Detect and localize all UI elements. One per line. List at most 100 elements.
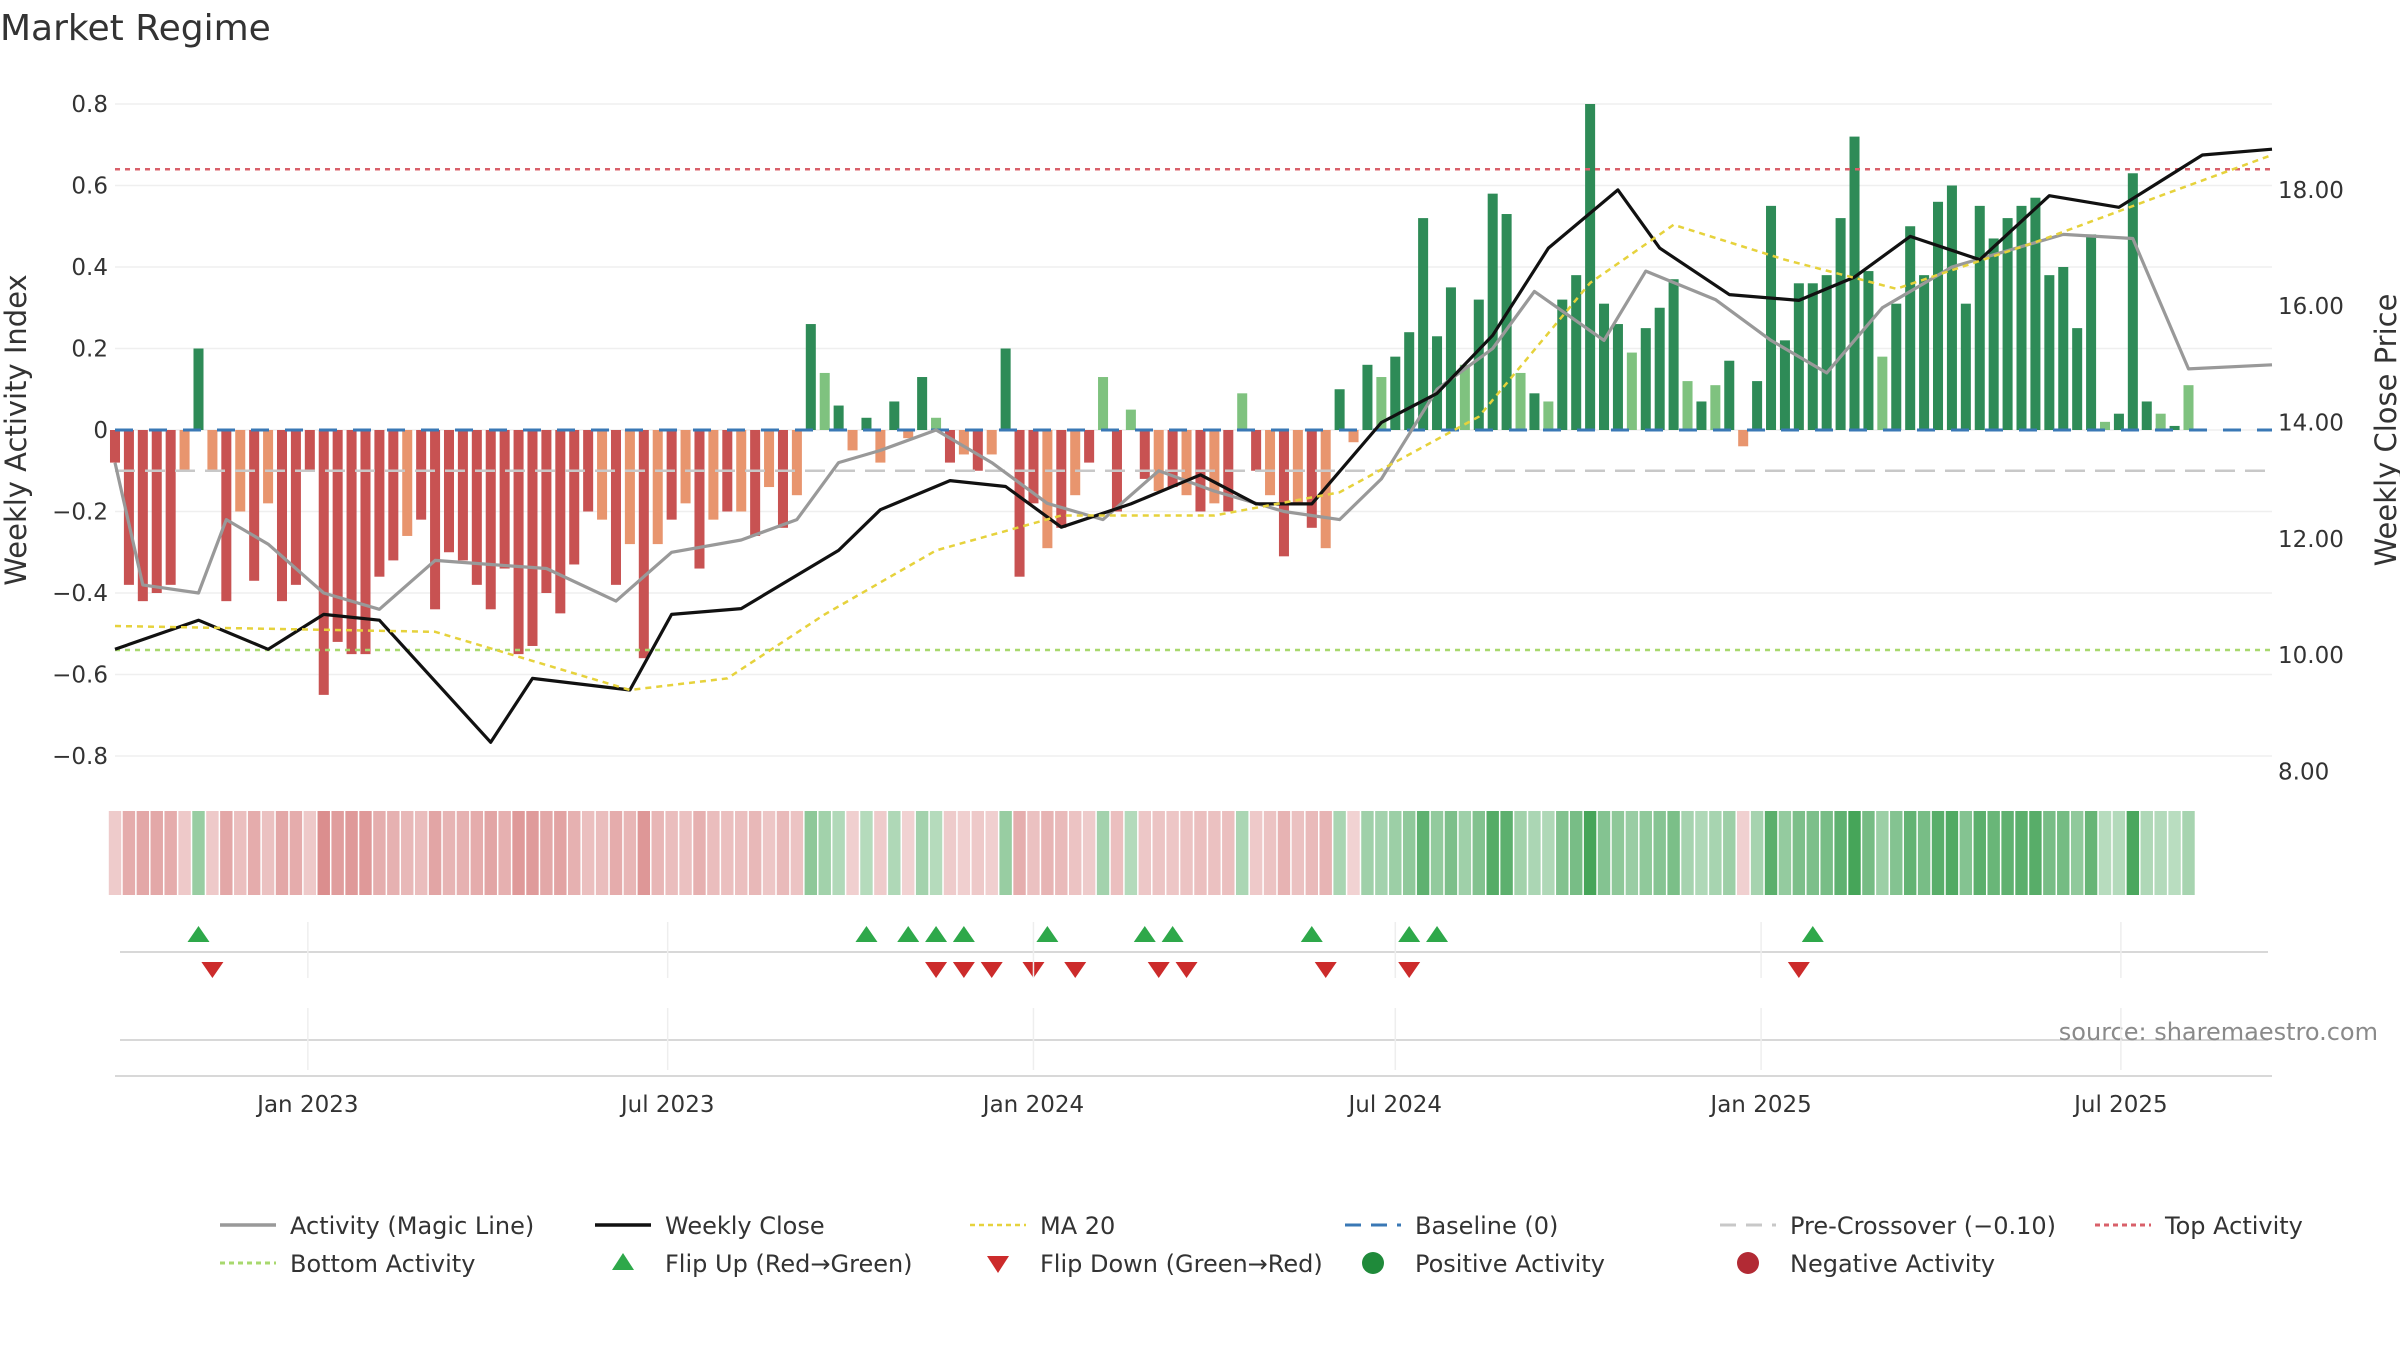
x-tick-label: Jul 2023 [619,1092,715,1118]
regime-cell [456,811,470,895]
legend: Activity (Magic Line) Weekly Close MA 20 Ba… [220,1212,2303,1278]
activity-bar [1571,275,1582,430]
activity-bar [1988,238,1999,430]
regime-cell [1347,811,1360,895]
regime-cell [1472,811,1485,895]
activity-bar [986,430,997,455]
x-tick-label: Jan 2025 [1708,1092,1811,1118]
activity-bar [443,430,454,553]
activity-bar [1960,303,1971,430]
flip-up-marker [1133,926,1156,942]
regime-cell [2043,811,2056,895]
regime-cell [1319,811,1332,895]
regime-cell [1736,811,1750,895]
activity-bar [2183,385,2194,430]
legend-item-precross: Pre-Crossover (−0.10) [1720,1212,2056,1240]
flip-down-marker [1314,962,1337,978]
regime-cell [1917,811,1931,895]
activity-bar [360,430,371,655]
flip-up-marker [952,926,975,942]
flip-down-marker [1398,962,1421,978]
activity-bar [819,372,830,430]
regime-cell [860,811,873,895]
regime-cell [206,811,219,895]
activity-bar [1710,385,1721,430]
chart-title: Market Regime [0,8,271,49]
left-tick-label: −0.2 [52,500,108,526]
activity-bar [1348,430,1359,443]
regime-cell [1486,811,1499,895]
activity-bar [1473,299,1484,430]
regime-cell [1124,811,1138,895]
regime-cell [1597,811,1611,895]
activity-bar [193,348,204,430]
activity-bar [485,430,496,610]
activity-bar [527,430,538,646]
right-tick-label: 14.00 [2278,411,2344,437]
activity-bar [2030,197,2041,430]
flip-down-marker [1175,962,1198,978]
activity-bar [1640,328,1651,430]
regime-cell [1500,811,1513,895]
flip-markers [120,926,2268,978]
flip-up-marker [1300,926,1323,942]
activity-bar [958,430,969,455]
flip-up-marker [925,926,948,942]
regime-cell [2112,811,2126,895]
regime-cell [1834,811,1847,895]
activity-bar [805,324,816,430]
activity-bar [1905,226,1916,430]
activity-bar [1265,430,1276,496]
flip-down-marker [1787,962,1810,978]
activity-bar [1084,430,1095,463]
activity-bar [2155,413,2166,430]
activity-bar [1056,430,1067,528]
regime-cell [1569,811,1583,895]
activity-bar [249,430,260,581]
activity-bar [1529,393,1540,430]
left-tick-label: 0 [93,418,108,444]
regime-cell [1152,811,1165,895]
regime-cell [1695,811,1708,895]
right-tick-label: 18.00 [2278,178,2344,204]
activity-bar [903,430,914,439]
regime-cell [1625,811,1639,895]
activity-bar [1181,430,1192,496]
activity-bar [694,430,705,569]
activity-bar [1821,275,1832,430]
activity-bar [1376,377,1387,430]
activity-bar [2072,328,2083,430]
activity-bar [1752,381,1763,430]
activity-bar [2127,173,2138,430]
regime-cell [108,811,122,895]
flip-up-marker [1161,926,1184,942]
activity-bar [1098,377,1109,430]
activity-bar [652,430,663,545]
regime-cell [1235,811,1249,895]
activity-bar [610,430,621,585]
x-tick-label: Jan 2023 [255,1092,358,1118]
regime-cell [331,811,344,895]
regime-cell [261,811,275,895]
legend-item-flipdown: Flip Down (Green→Red) [987,1250,1323,1278]
legend-label: Pre-Crossover (−0.10) [1790,1212,2056,1240]
regime-cell [609,811,623,895]
flip-up-marker [187,926,210,942]
legend-item-neg: Negative Activity [1737,1250,1995,1278]
activity-bar [1557,299,1568,430]
regime-cell [1778,811,1792,895]
legend-item-flipup: Flip Up (Red→Green) [612,1250,913,1278]
regime-cell [1096,811,1110,895]
regime-cell [1444,811,1458,895]
regime-cell [1013,811,1026,895]
activity-bar [2086,234,2097,430]
regime-cell [1876,811,1889,895]
regime-cell [1514,811,1527,895]
regime-cell [1055,811,1068,895]
regime-cell [915,811,929,895]
regime-cell [526,811,539,895]
regime-cell [902,811,915,895]
regime-cell [1402,811,1416,895]
activity-bar [1404,332,1415,430]
activity-bar [2099,421,2111,430]
